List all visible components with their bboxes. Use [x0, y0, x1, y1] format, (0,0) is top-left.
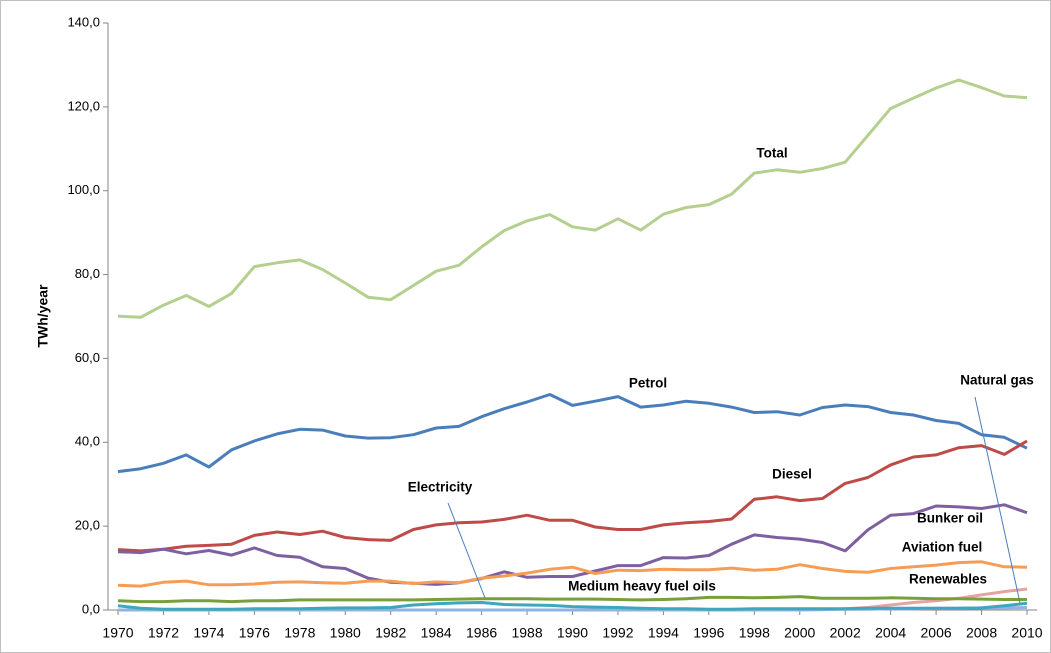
x-tick-label: 1992 — [602, 625, 633, 641]
x-tick-label: 1972 — [148, 625, 179, 641]
x-tick-label: 2010 — [1011, 625, 1042, 641]
x-tick-label: 1970 — [102, 625, 133, 641]
x-tick-label: 2004 — [875, 625, 906, 641]
y-tick-label: 120,0 — [67, 98, 100, 113]
x-tick-label: 1978 — [284, 625, 315, 641]
x-tick-label: 1988 — [511, 625, 542, 641]
y-tick-label: 100,0 — [67, 182, 100, 197]
series-line — [117, 439, 1028, 553]
series-annotation: Diesel — [772, 467, 812, 482]
series-annotation: Bunker oil — [917, 511, 983, 526]
x-tick-label: 1974 — [193, 625, 224, 641]
x-tick-label: 1990 — [557, 625, 588, 641]
series-line — [117, 78, 1028, 319]
series-annotation: Medium heavy fuel oils — [568, 579, 716, 594]
x-tick-label: 1980 — [330, 625, 361, 641]
leader-line — [447, 502, 486, 599]
series-annotation: Petrol — [629, 376, 667, 391]
y-tick-label: 80,0 — [75, 266, 100, 281]
series-annotation: Total — [756, 146, 787, 161]
y-tick-label: 40,0 — [75, 434, 100, 449]
x-tick-label: 1982 — [375, 625, 406, 641]
x-tick-label: 1976 — [239, 625, 270, 641]
x-tick-label: 2000 — [784, 625, 815, 641]
y-tick-label: 60,0 — [75, 350, 100, 365]
series-line — [117, 595, 1027, 604]
y-axis-label: TWh/year — [35, 284, 51, 348]
x-tick-label: 1996 — [693, 625, 724, 641]
x-tick-label: 2008 — [966, 625, 997, 641]
series-annotation: Natural gas — [960, 373, 1034, 388]
series-line — [117, 601, 1028, 611]
series-annotation: Electricity — [408, 480, 473, 495]
x-tick-label: 1994 — [648, 625, 679, 641]
leader-line — [974, 396, 1021, 604]
y-tick-label: 0,0 — [82, 601, 100, 616]
y-tick-label: 140,0 — [67, 14, 100, 29]
series-line — [117, 393, 1028, 474]
x-tick-label: 2002 — [830, 625, 861, 641]
x-tick-label: 1986 — [466, 625, 497, 641]
x-tick-label: 1984 — [421, 625, 452, 641]
series-annotation: Renewables — [909, 572, 987, 587]
series-line — [117, 560, 1028, 588]
series-annotation: Aviation fuel — [902, 540, 983, 555]
series-line — [117, 503, 1028, 586]
x-tick-label: 2006 — [921, 625, 952, 641]
x-tick-label: 1998 — [739, 625, 770, 641]
y-tick-label: 20,0 — [75, 518, 100, 533]
